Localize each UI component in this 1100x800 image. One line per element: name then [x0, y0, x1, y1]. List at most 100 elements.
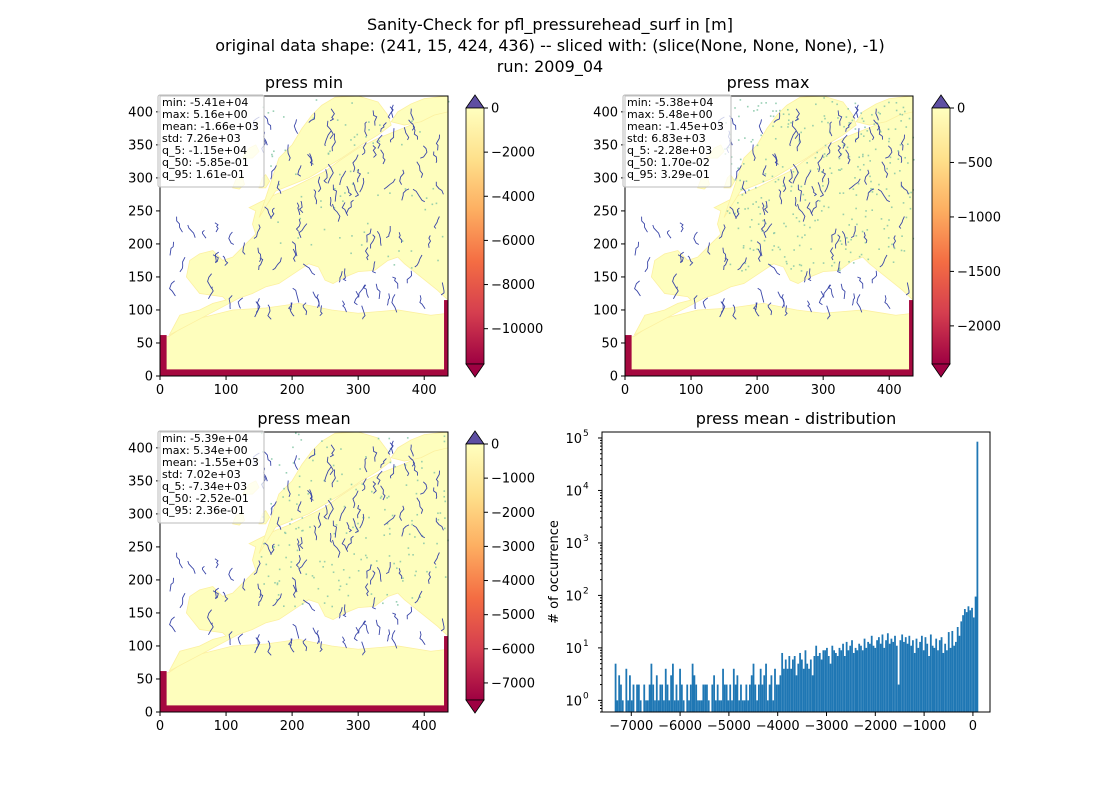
x-tick-label: 200 [280, 719, 305, 734]
highland-cell [443, 527, 446, 530]
river-line [316, 294, 320, 308]
highland-cell [763, 239, 766, 242]
river-line [433, 487, 438, 499]
histogram-bar [700, 700, 703, 712]
y-tick-exponent: 2 [583, 586, 589, 596]
highland-cell [368, 129, 370, 131]
highland-cell [809, 169, 812, 172]
histogram-bar [824, 650, 827, 712]
highland-cell [333, 206, 336, 209]
histogram-bar [951, 630, 954, 712]
river-line [387, 442, 394, 455]
highland-cell [437, 512, 439, 515]
histogram-bar [935, 638, 938, 712]
highland-cell [829, 167, 831, 170]
highland-cell [443, 440, 446, 443]
x-tick-label: −2000 [853, 719, 897, 734]
river-line [680, 251, 684, 263]
y-tick-label: 150 [593, 270, 618, 285]
river-line [288, 638, 293, 647]
river-line [237, 297, 244, 309]
histogram-bar [749, 684, 751, 712]
histogram-bar [901, 634, 904, 712]
river-line [342, 300, 347, 313]
highland-cell [288, 544, 291, 546]
river-line [293, 119, 299, 134]
highland-cell [432, 187, 435, 190]
highland-cell [822, 156, 825, 158]
histogram-bar [965, 612, 968, 712]
highland-cell [902, 202, 905, 204]
highland-cell [833, 261, 836, 264]
river-line [679, 222, 684, 233]
highland-cell [267, 112, 270, 114]
histogram-bar [876, 640, 878, 712]
river-line [298, 536, 304, 550]
highland-cell [757, 206, 760, 208]
y-tick-exponent: 0 [583, 691, 589, 701]
river-line [435, 470, 440, 487]
highland-cell [848, 121, 851, 124]
highland-cell [414, 574, 416, 577]
histogram-bar [926, 643, 929, 712]
highland-cell [408, 553, 410, 556]
river-line [296, 202, 301, 216]
histogram-bar [822, 650, 825, 712]
histogram-bar [763, 675, 766, 712]
highland-cell [263, 542, 265, 545]
highland-cell [351, 102, 353, 104]
histogram-bar [666, 684, 669, 712]
river-line [332, 539, 341, 558]
histogram-bar [757, 684, 760, 712]
highland-cell [383, 534, 386, 537]
stat-std: std: 7.26e+03 [162, 132, 241, 145]
river-line [208, 622, 214, 636]
river-line [291, 241, 298, 257]
river-line [176, 552, 183, 569]
highland-cell [339, 173, 341, 176]
boundary-strip-south [625, 369, 913, 376]
river-line [723, 257, 729, 271]
highland-cell [393, 264, 396, 266]
river-line [375, 619, 381, 636]
histogram-bar [750, 675, 753, 712]
highland-cell [405, 484, 408, 486]
highland-cell [339, 585, 342, 588]
highland-cell [320, 200, 322, 202]
river-line [372, 261, 376, 274]
river-line [796, 133, 801, 152]
colorbar-tick-label: −6000 [491, 234, 535, 249]
river-line [302, 302, 308, 316]
highland-cell [282, 496, 284, 498]
river-line [851, 293, 856, 306]
highland-cell [738, 115, 740, 118]
y-tick-label: 250 [128, 540, 153, 555]
histogram-bar [874, 647, 877, 712]
y-tick-label: 50 [136, 336, 153, 351]
highland-cell [415, 492, 418, 495]
river-line [652, 224, 661, 238]
highland-cell [447, 100, 450, 103]
river-line [387, 106, 394, 119]
figure-title-line-3: run: 2009_04 [497, 57, 603, 77]
highland-cell [883, 227, 886, 230]
colorbar-tick-label: −1000 [957, 210, 1001, 225]
highland-cell [823, 97, 825, 99]
histogram-bar [783, 668, 785, 712]
highland-cell [880, 218, 883, 220]
river-line [313, 189, 318, 205]
river-line [352, 154, 359, 173]
river-line [406, 270, 413, 284]
river-line [372, 110, 378, 126]
histogram-bar [860, 645, 862, 712]
highland-cell [356, 133, 359, 136]
histogram-bar [661, 684, 664, 712]
land-area [723, 95, 857, 218]
highland-cell [343, 505, 346, 508]
x-tick-label: 0 [156, 719, 164, 734]
river-line [879, 254, 888, 268]
colorbar-gradient [931, 107, 951, 365]
highland-cell [751, 138, 754, 141]
river-line [289, 638, 295, 653]
river-line [687, 255, 694, 266]
